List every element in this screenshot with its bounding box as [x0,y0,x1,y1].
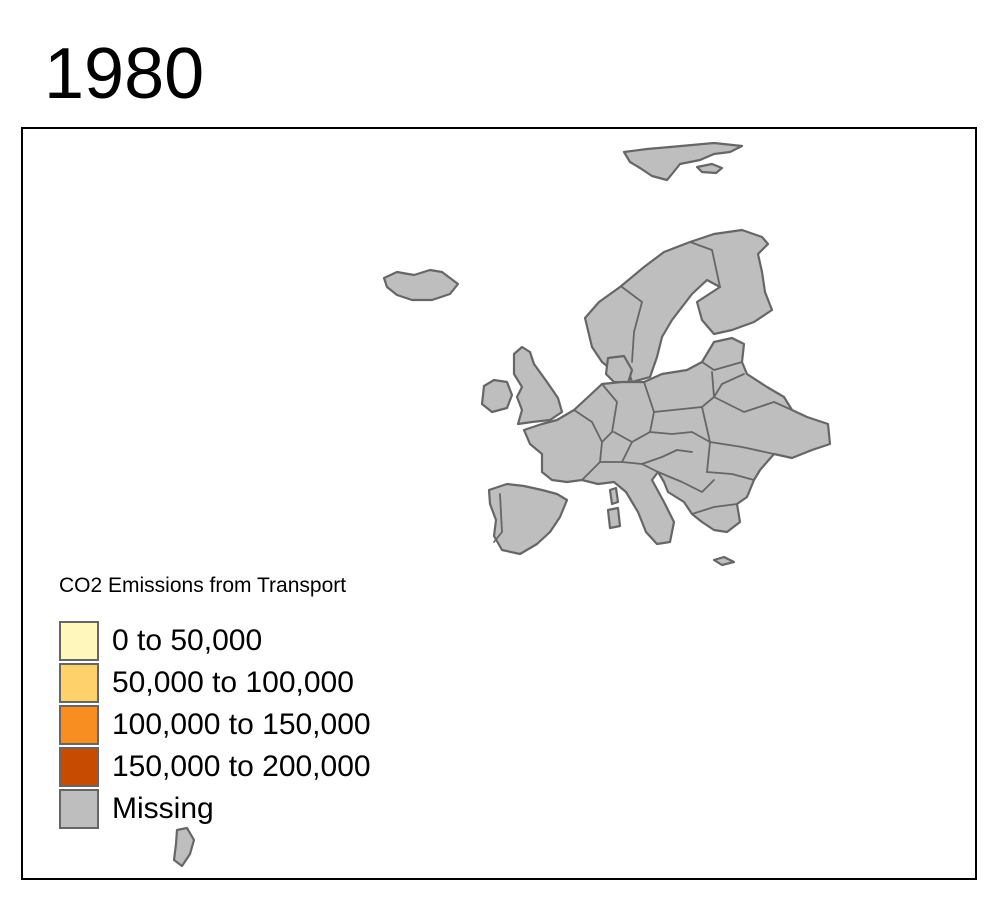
country-iceland [382,268,460,302]
legend-item: 150,000 to 200,000 [59,746,371,788]
map-title: 1980 [44,34,205,114]
map-legend: CO2 Emissions from Transport 0 to 50,000… [59,574,371,830]
legend-label: 100,000 to 150,000 [112,708,371,741]
legend-item: 50,000 to 100,000 [59,662,371,704]
country-iberia [487,482,569,556]
country-great-britain [512,345,564,426]
legend-item: 100,000 to 150,000 [59,704,371,746]
legend-swatch-2 [59,704,99,745]
legend-item: Missing [59,788,371,830]
legend-swatch-0 [59,620,99,661]
country-continental-europe [522,336,832,546]
svalbard-region [622,141,744,182]
island-outlier [172,826,196,868]
country-ireland [480,378,514,414]
legend-label: 50,000 to 100,000 [112,666,354,699]
legend-label: 150,000 to 200,000 [112,750,371,783]
legend-label: Missing [112,792,214,825]
legend-item: 0 to 50,000 [59,620,371,662]
legend-label: 0 to 50,000 [112,624,263,657]
europe-map [172,141,832,868]
map-panel: CO2 Emissions from Transport 0 to 50,000… [21,127,977,880]
legend-title: CO2 Emissions from Transport [59,574,347,597]
legend-swatch-3 [59,746,99,787]
legend-swatch-1 [59,662,99,703]
legend-swatch-4 [59,788,99,829]
